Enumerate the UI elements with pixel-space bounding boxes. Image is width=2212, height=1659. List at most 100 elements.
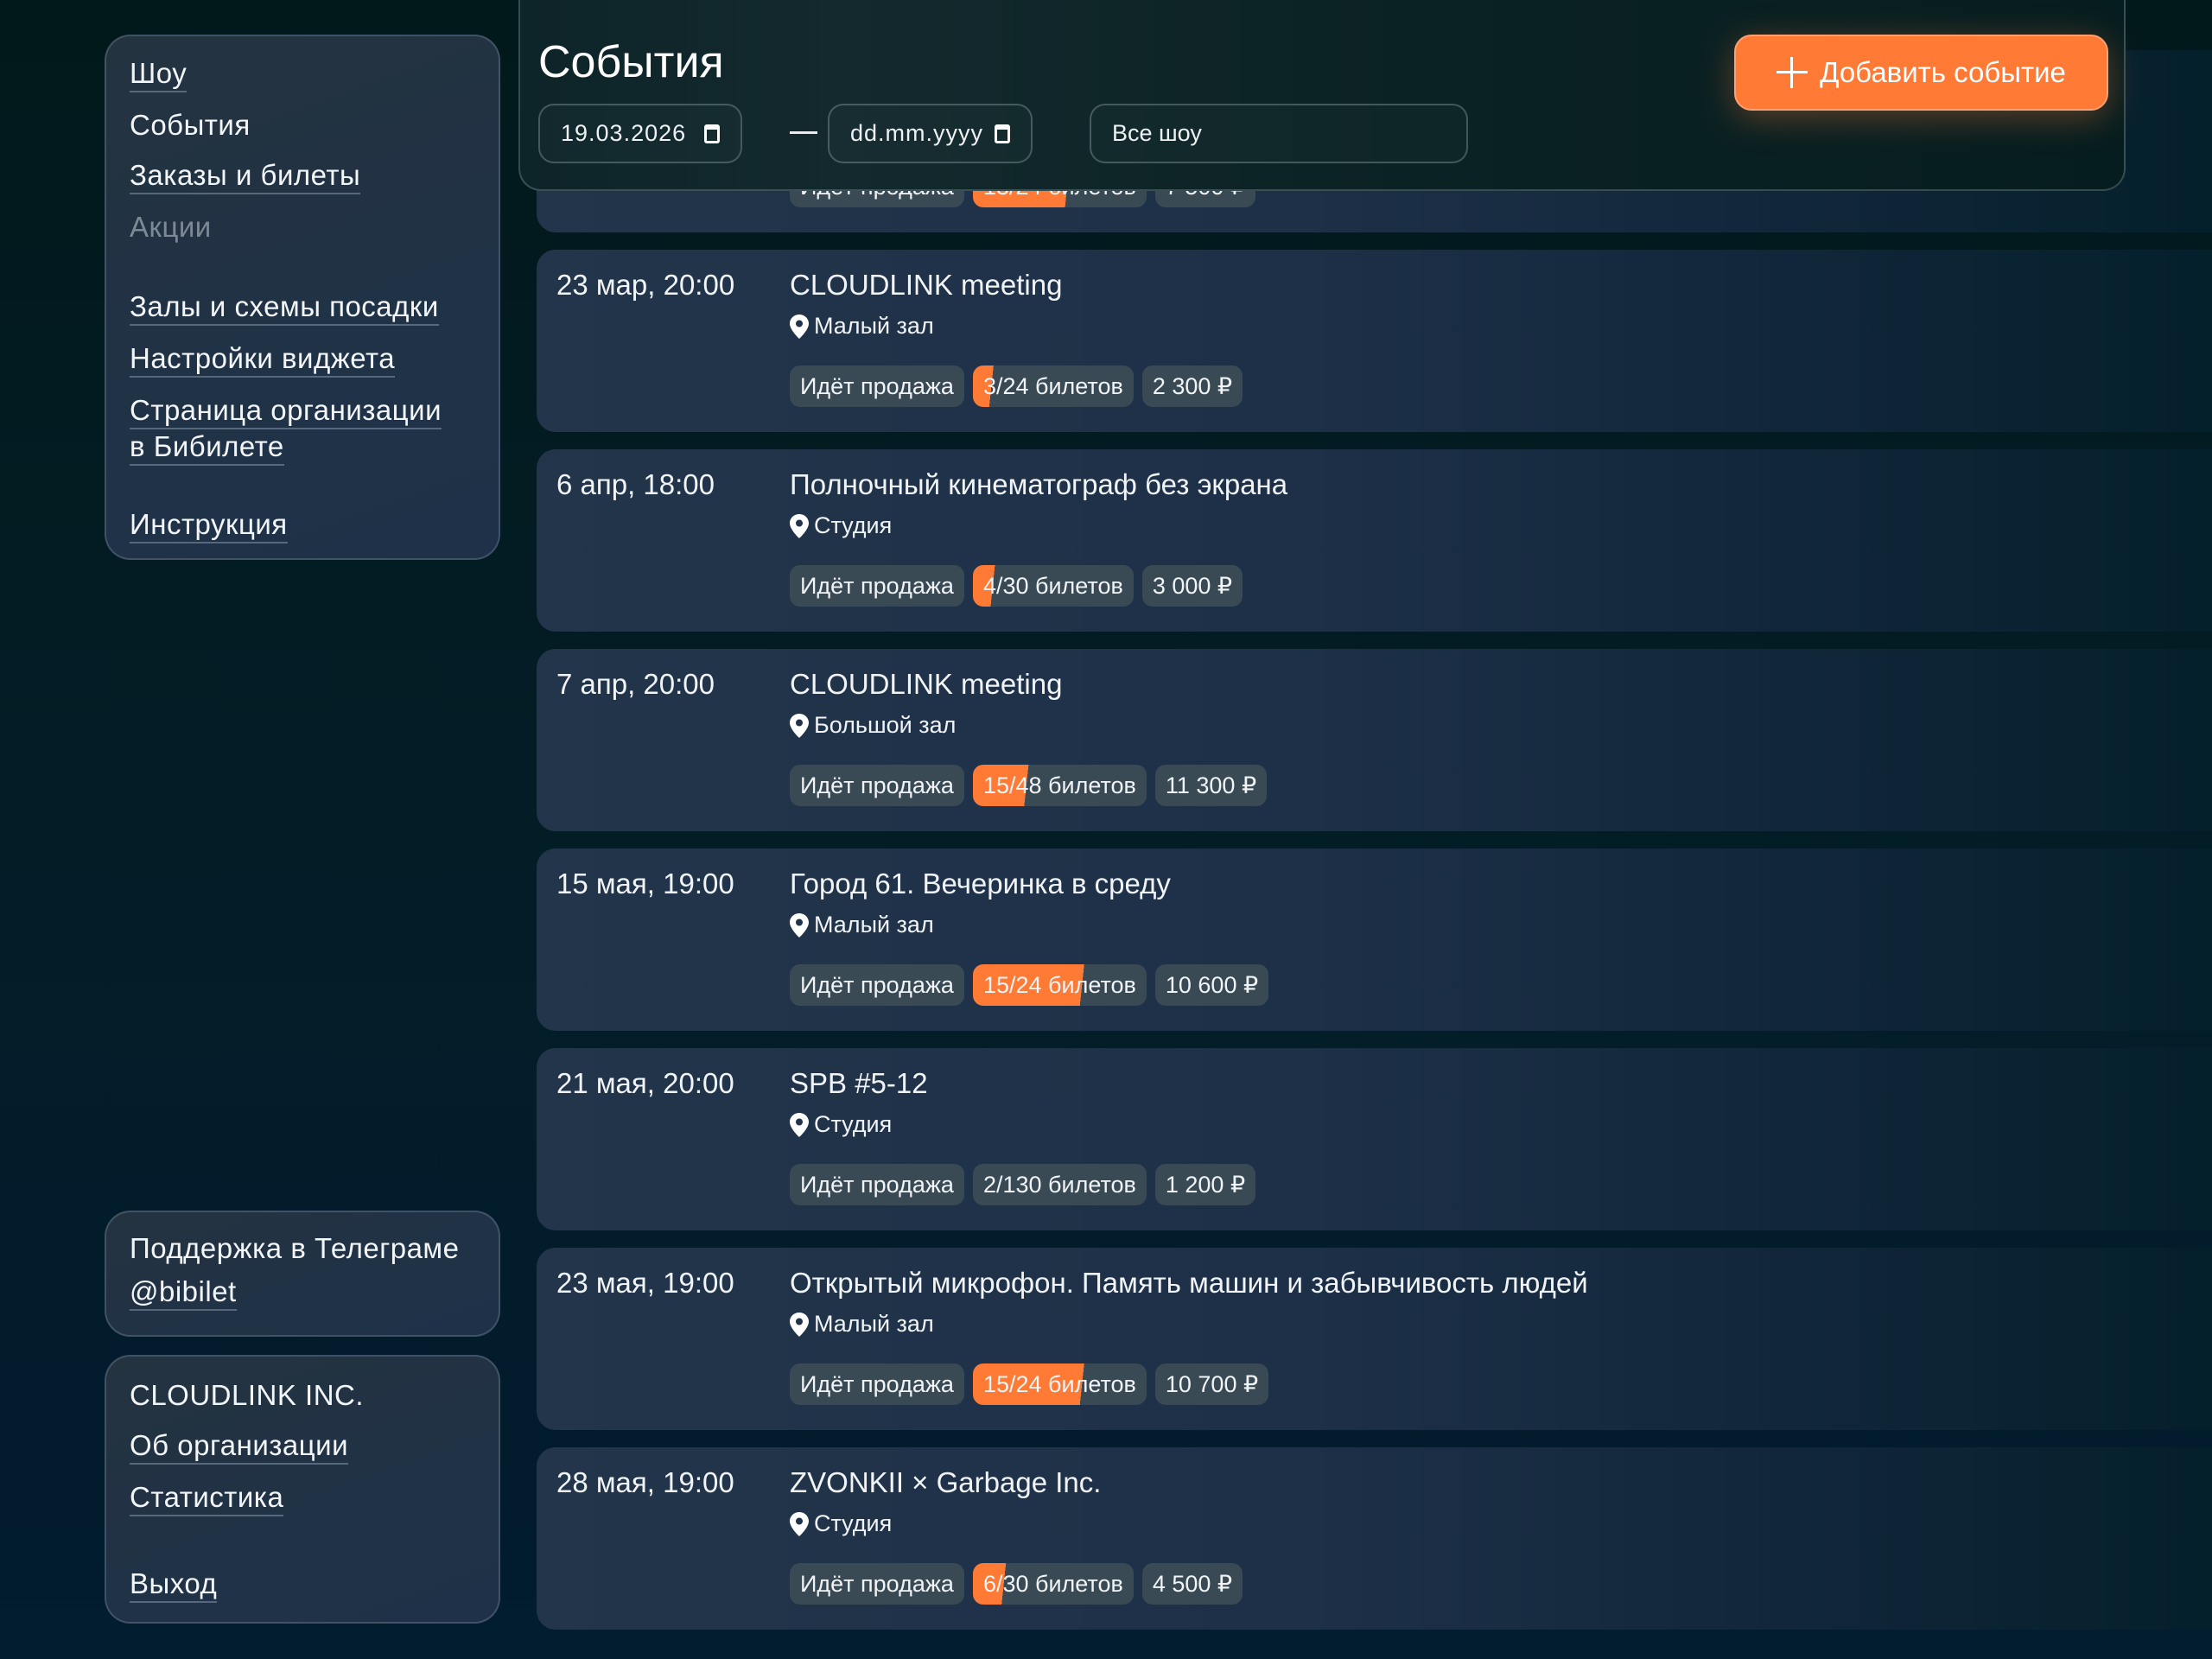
sidebar-item-org-page-line2[interactable]: в Бибилете — [130, 429, 284, 466]
event-place-label: Студия — [814, 1111, 893, 1137]
add-event-button[interactable]: Добавить событие — [1734, 35, 2108, 111]
event-place-label: Большой зал — [814, 712, 957, 738]
event-place: Студия — [790, 1510, 892, 1537]
event-date: 15 мая, 19:00 — [556, 868, 734, 899]
support-card: Поддержка в Телеграме @bibilet — [105, 1211, 500, 1337]
date-range-dash — [790, 131, 817, 134]
date-from-value: 19.03.2026 — [561, 120, 687, 146]
event-tags: Идёт продажа 15/48 билетов 11 300 ₽ — [790, 765, 1268, 806]
location-pin-icon — [790, 314, 809, 339]
calendar-icon[interactable] — [995, 124, 1010, 143]
event-title[interactable]: CLOUDLINK meeting — [790, 668, 1063, 700]
event-place: Малый зал — [790, 313, 934, 340]
location-pin-icon — [790, 713, 809, 738]
event-tags: Идёт продажа 6/30 билетов 4 500 ₽ — [790, 1563, 1243, 1605]
sidebar-item-events[interactable]: События — [130, 109, 251, 141]
status-badge: Идёт продажа — [790, 765, 964, 806]
sidebar-nav: Шоу События Заказы и билеты Акции Залы и… — [105, 35, 500, 560]
event-date: 23 мая, 19:00 — [556, 1267, 734, 1299]
date-to-placeholder: dd.mm.yyyy — [850, 120, 984, 146]
event-card[interactable]: 21 мая, 20:00 SPB #5-12 Студия Идёт прод… — [537, 1048, 2212, 1230]
tickets-progress-badge: 15/24 билетов — [972, 964, 1147, 1006]
logout-link[interactable]: Выход — [130, 1567, 218, 1603]
event-place-label: Студия — [814, 1510, 893, 1536]
event-place-label: Малый зал — [814, 1311, 934, 1337]
tickets-progress-badge: 2/130 билетов — [972, 1164, 1147, 1205]
event-card[interactable]: 15 мая, 19:00 Город 61. Вечеринка в сред… — [537, 849, 2212, 1031]
event-card[interactable]: 7 апр, 20:00 CLOUDLINK meeting Большой з… — [537, 649, 2212, 831]
org-card: CLOUDLINK INC. Об организации Статистика… — [105, 1355, 500, 1624]
event-title[interactable]: SPB #5-12 — [790, 1067, 928, 1099]
tickets-progress-badge: 6/30 билетов — [972, 1563, 1134, 1605]
status-badge: Идёт продажа — [790, 1363, 964, 1405]
event-place-label: Студия — [814, 512, 893, 538]
event-tags: Идёт продажа 15/24 билетов 10 700 ₽ — [790, 1363, 1269, 1405]
location-pin-icon — [790, 513, 809, 538]
sidebar-item-promotions: Акции — [130, 211, 212, 243]
event-card[interactable]: 28 мая, 19:00 ZVONKII × Garbage Inc. Сту… — [537, 1447, 2212, 1630]
revenue-badge: 11 300 ₽ — [1154, 765, 1268, 806]
status-badge: Идёт продажа — [790, 365, 964, 407]
date-to-input[interactable]: dd.mm.yyyy — [828, 104, 1033, 163]
support-telegram-link[interactable]: @bibilet — [130, 1274, 237, 1311]
events-list: Идёт продажа 13/24 билетов 7 500 ₽ 23 ма… — [537, 50, 2212, 1630]
revenue-badge: 2 300 ₽ — [1141, 365, 1243, 407]
sidebar-item-orders[interactable]: Заказы и билеты — [130, 158, 361, 194]
event-date: 21 мая, 20:00 — [556, 1067, 734, 1099]
event-title[interactable]: Город 61. Вечеринка в среду — [790, 868, 1171, 899]
event-tags: Идёт продажа 4/30 билетов 3 000 ₽ — [790, 565, 1243, 607]
event-tags: Идёт продажа 2/130 билетов 1 200 ₽ — [790, 1164, 1256, 1205]
sidebar-item-halls[interactable]: Залы и схемы посадки — [130, 289, 439, 326]
event-card[interactable]: 23 мая, 19:00 Открытый микрофон. Память … — [537, 1248, 2212, 1430]
calendar-icon[interactable] — [704, 124, 720, 143]
support-label: Поддержка в Телеграме — [130, 1232, 460, 1264]
sidebar-item-shows[interactable]: Шоу — [130, 56, 188, 92]
event-date: 28 мая, 19:00 — [556, 1466, 734, 1498]
event-title[interactable]: Открытый микрофон. Память машин и забывч… — [790, 1267, 1588, 1299]
location-pin-icon — [790, 912, 809, 938]
event-card[interactable]: 6 апр, 18:00 Полночный кинематограф без … — [537, 449, 2212, 632]
org-name: CLOUDLINK INC. — [130, 1379, 365, 1411]
event-card[interactable]: 23 мар, 20:00 CLOUDLINK meeting Малый за… — [537, 250, 2212, 432]
event-date: 7 апр, 20:00 — [556, 668, 715, 700]
event-place: Студия — [790, 512, 892, 539]
location-pin-icon — [790, 1312, 809, 1337]
org-stats-link[interactable]: Статистика — [130, 1480, 284, 1516]
revenue-badge: 3 000 ₽ — [1141, 565, 1243, 607]
event-place: Малый зал — [790, 912, 934, 938]
event-place: Студия — [790, 1111, 892, 1138]
sidebar-item-instructions[interactable]: Инструкция — [130, 507, 288, 543]
revenue-badge: 4 500 ₽ — [1141, 1563, 1243, 1605]
show-filter-select[interactable]: Все шоу — [1090, 104, 1468, 163]
org-about-link[interactable]: Об организации — [130, 1428, 349, 1465]
add-event-label: Добавить событие — [1820, 56, 2066, 88]
tickets-progress-badge: 15/48 билетов — [972, 765, 1147, 806]
tickets-progress-badge: 15/24 билетов — [972, 1363, 1147, 1405]
event-title[interactable]: ZVONKII × Garbage Inc. — [790, 1466, 1102, 1498]
event-place-label: Малый зал — [814, 912, 934, 938]
event-date: 6 апр, 18:00 — [556, 468, 715, 500]
event-place-label: Малый зал — [814, 313, 934, 339]
event-tags: Идёт продажа 15/24 билетов 10 600 ₽ — [790, 964, 1269, 1006]
revenue-badge: 10 600 ₽ — [1154, 964, 1269, 1006]
revenue-badge: 10 700 ₽ — [1154, 1363, 1269, 1405]
show-filter-value: Все шоу — [1112, 120, 1202, 146]
event-title[interactable]: Полночный кинематограф без экрана — [790, 468, 1288, 500]
status-badge: Идёт продажа — [790, 1563, 964, 1605]
tickets-progress-badge: 3/24 билетов — [972, 365, 1134, 407]
tickets-progress-badge: 4/30 билетов — [972, 565, 1134, 607]
status-badge: Идёт продажа — [790, 565, 964, 607]
sidebar-item-org-page-line1[interactable]: Страница организации — [130, 393, 442, 429]
location-pin-icon — [790, 1511, 809, 1536]
event-title[interactable]: CLOUDLINK meeting — [790, 269, 1063, 301]
revenue-badge: 1 200 ₽ — [1154, 1164, 1256, 1205]
event-place: Большой зал — [790, 712, 956, 739]
page-title: События — [538, 37, 724, 87]
sidebar-item-widget-settings[interactable]: Настройки виджета — [130, 341, 396, 378]
event-tags: Идёт продажа 3/24 билетов 2 300 ₽ — [790, 365, 1243, 407]
sidebar-item-org-page[interactable]: Страница организации в Бибилете — [130, 393, 475, 466]
event-date: 23 мар, 20:00 — [556, 269, 735, 301]
date-from-input[interactable]: 19.03.2026 — [538, 104, 742, 163]
location-pin-icon — [790, 1112, 809, 1137]
status-badge: Идёт продажа — [790, 964, 964, 1006]
